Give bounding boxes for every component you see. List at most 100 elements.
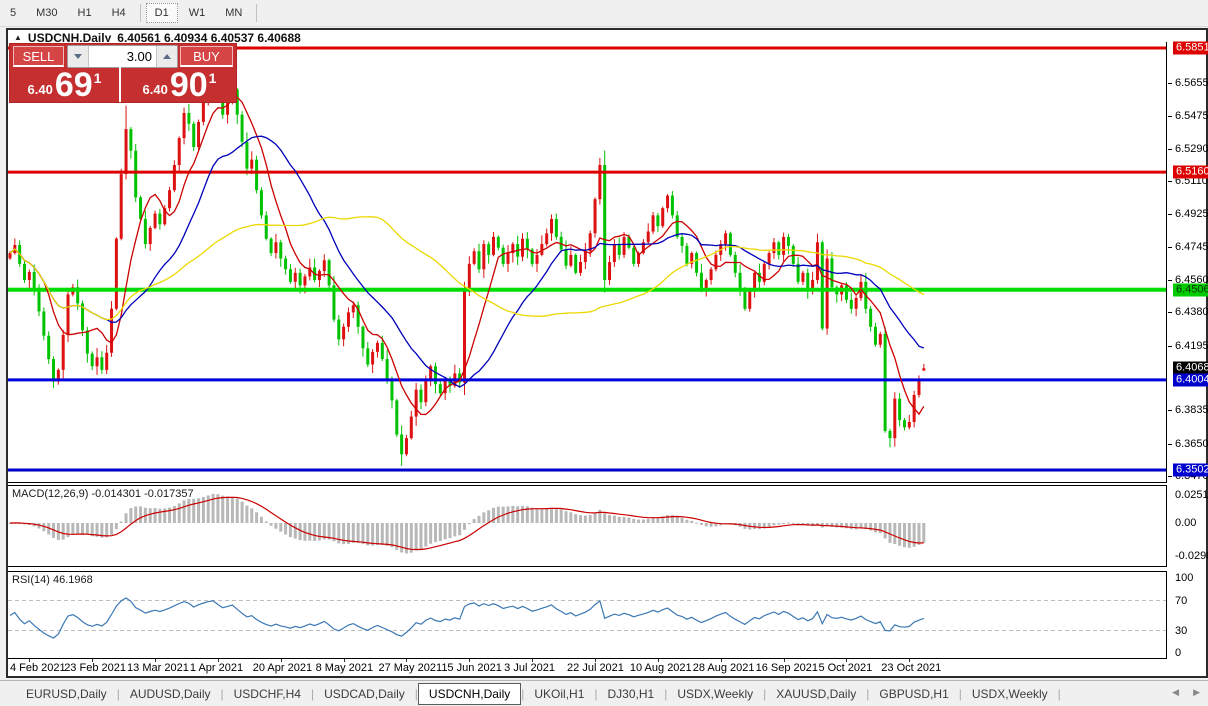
sell-price[interactable]: 6.40 69 1	[10, 67, 121, 102]
time-axis-label: 5 Oct 2021	[818, 662, 873, 674]
price-pane[interactable]	[8, 42, 1167, 483]
chart-tab-usdx-weekly[interactable]: USDX,Weekly	[971, 686, 1048, 701]
timeframe-button-h1[interactable]: H1	[77, 7, 92, 19]
timeframe-button-m30[interactable]: M30	[36, 7, 58, 19]
chart-title: ▲ USDCNH,Daily 6.40561 6.40934 6.40537 6…	[14, 30, 301, 45]
price-axis-badge: 6.58514	[1173, 41, 1208, 55]
toolbar-separator	[256, 4, 258, 22]
time-axis-tick	[657, 659, 659, 662]
tab-scroll-left-icon[interactable]: ◀	[1172, 687, 1180, 697]
price-axis-label: 6.49250	[1175, 208, 1208, 221]
buy-price-small: 6.40	[142, 82, 168, 97]
macd-plot[interactable]	[8, 486, 1166, 566]
tab-separator: |	[220, 686, 224, 701]
price-axis-label: 6.36500	[1175, 437, 1208, 450]
time-axis-tick	[595, 659, 597, 662]
volume-spinner	[67, 45, 178, 68]
chart-ohlc-values: 6.40561 6.40934 6.40537 6.40688	[117, 30, 301, 45]
tab-scroll-arrows: ◀ ▶	[1172, 687, 1200, 698]
time-axis-tick	[532, 659, 534, 662]
time-axis-tick	[343, 659, 345, 662]
rsi-axis-label: 70	[1175, 594, 1188, 607]
sell-price-small: 6.40	[27, 82, 53, 97]
chart-tab-ukoil-h1[interactable]: UKOil,H1	[534, 686, 585, 701]
timeframe-button-h4[interactable]: H4	[111, 7, 126, 19]
macd-axis-label: 0.00	[1175, 517, 1197, 529]
chart-window: ▲ USDCNH,Daily 6.40561 6.40934 6.40537 6…	[6, 28, 1208, 678]
buy-price[interactable]: 6.40 90 1	[123, 67, 236, 102]
volume-increase-button[interactable]	[156, 46, 177, 67]
timeframe-button-d1[interactable]: D1	[145, 3, 178, 23]
time-axis-tick	[155, 659, 157, 662]
price-axis-label: 6.38350	[1175, 404, 1208, 417]
time-axis-tick	[846, 659, 848, 662]
time-axis-tick	[217, 659, 219, 662]
chart-tab-gbpusd-h1[interactable]: GBPUSD,H1	[879, 686, 949, 701]
time-axis-tick	[783, 659, 785, 662]
tab-separator: |	[310, 686, 315, 701]
time-axis-label: 8 May 2021	[315, 662, 374, 674]
time-axis-label: 13 Mar 2021	[127, 662, 189, 674]
toolbar-separator	[139, 4, 141, 22]
volume-input[interactable]	[89, 46, 156, 67]
chart-tab-eurusd-daily[interactable]: EURUSD,Daily	[26, 686, 107, 701]
time-axis[interactable]: 4 Feb 2021 23 Feb 2021 13 Mar 2021 1 Apr 20…	[8, 659, 1167, 676]
tab-separator: |	[521, 686, 525, 701]
time-axis-label: 4 Feb 2021	[10, 662, 66, 674]
price-axis-tick	[1168, 83, 1172, 85]
price-axis-tick	[1168, 475, 1172, 477]
rsi-pane[interactable]: RSI(14) 46.1968	[8, 571, 1167, 659]
price-axis-tick	[1168, 115, 1172, 117]
candlestick-plot[interactable]	[8, 42, 1166, 482]
chart-tab-usdcad-daily[interactable]: USDCAD,Daily	[324, 686, 405, 701]
sell-button[interactable]: SELL	[13, 46, 64, 67]
time-axis-label: 28 Aug 2021	[692, 662, 755, 674]
time-axis-tick	[469, 659, 471, 662]
time-axis-label: 22 Jul 2021	[567, 662, 624, 674]
tab-separator: |	[594, 686, 598, 701]
price-axis-label: 6.41950	[1175, 339, 1208, 352]
price-axis-badge: 6.40042	[1173, 373, 1208, 387]
price-axis-badge: 6.40688	[1173, 361, 1208, 375]
price-axis-tick	[1168, 345, 1172, 347]
price-axis-label: 6.43800	[1175, 306, 1208, 319]
collapse-arrow-icon[interactable]: ▲	[14, 33, 22, 42]
time-axis-label: 23 Oct 2021	[881, 662, 942, 674]
tab-separator: |	[763, 686, 767, 701]
price-axis-label: 6.52900	[1175, 142, 1208, 155]
tab-separator: |	[414, 686, 418, 701]
macd-pane[interactable]: MACD(12,26,9) -0.014301 -0.017357	[8, 485, 1167, 567]
rsi-label: RSI(14) 46.1968	[12, 574, 93, 586]
tab-scroll-right-icon[interactable]: ▶	[1193, 687, 1200, 697]
chart-tab-usdcnh-daily[interactable]: USDCNH,Daily	[417, 682, 522, 705]
timeframe-button-w1[interactable]: W1	[188, 7, 206, 19]
price-axis-badge: 6.51605	[1173, 165, 1208, 179]
time-axis-label: 20 Apr 2021	[252, 662, 313, 674]
chart-tab-usdx-weekly[interactable]: USDX,Weekly	[677, 686, 754, 701]
chart-tab-bar: EURUSD,Daily | AUDUSD,Daily | USDCHF,H4 | USDC…	[0, 680, 1208, 706]
time-axis-tick	[280, 659, 282, 662]
price-axis[interactable]: 6.565506.547506.529006.511006.492506.474…	[1168, 30, 1208, 660]
macd-axis-label: -0.02988	[1175, 550, 1208, 563]
time-axis-tick	[92, 659, 94, 662]
price-axis-tick	[1168, 246, 1172, 248]
buy-button[interactable]: BUY	[180, 46, 233, 67]
time-axis-label: 1 Apr 2021	[189, 662, 244, 674]
time-axis-label: 27 May 2021	[378, 662, 443, 674]
volume-decrease-button[interactable]	[68, 46, 89, 67]
buy-price-big: 90	[169, 66, 208, 105]
chart-tab-xauusd-daily[interactable]: XAUUSD,Daily	[776, 686, 857, 701]
chart-tab-audusd-daily[interactable]: AUDUSD,Daily	[129, 686, 211, 701]
triangle-up-icon	[163, 54, 171, 59]
chart-tab-dj30-h1[interactable]: DJ30,H1	[607, 686, 655, 701]
timeframe-button-5[interactable]: 5	[10, 7, 17, 19]
chart-symbol-label: USDCNH,Daily	[27, 30, 112, 45]
rsi-plot[interactable]	[8, 572, 1166, 658]
macd-label: MACD(12,26,9) -0.014301 -0.017357	[12, 488, 194, 500]
timeframe-button-mn[interactable]: MN	[225, 7, 243, 19]
chart-tab-usdchf-h4[interactable]: USDCHF,H4	[233, 686, 301, 701]
time-axis-label: 3 Jul 2021	[504, 662, 555, 674]
time-axis-label: 15 Jun 2021	[441, 662, 502, 674]
rsi-axis-label: 30	[1175, 624, 1188, 637]
